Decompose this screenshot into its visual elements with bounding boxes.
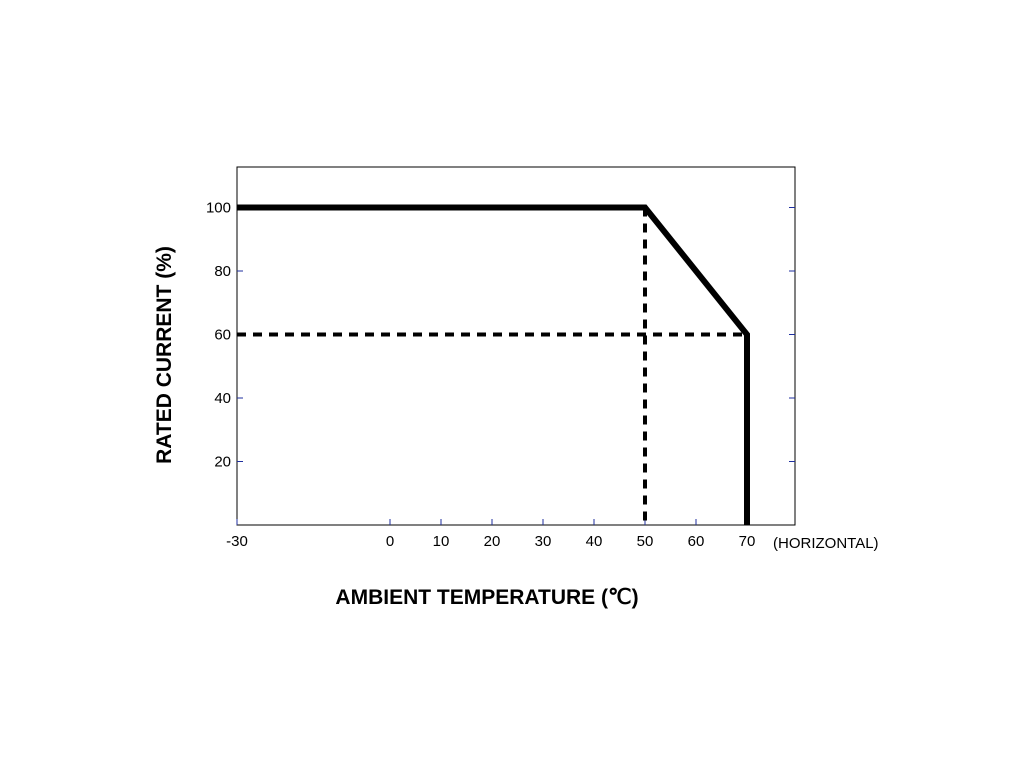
x-note-label: (HORIZONTAL) <box>773 535 879 552</box>
x-tick-label: 0 <box>386 533 394 550</box>
axis-ticks <box>236 207 795 525</box>
x-tick-label: 30 <box>535 533 552 550</box>
y-tick-label: 80 <box>214 263 231 280</box>
y-axis-title: RATED CURRENT (%) <box>153 246 176 464</box>
x-tick-label: 20 <box>484 533 501 550</box>
x-tick-label: 60 <box>688 533 705 550</box>
y-tick-label: 40 <box>214 390 231 407</box>
series-lines <box>237 204 750 525</box>
x-tick-label: 10 <box>433 533 450 550</box>
y-tick-labels: 20 40 60 80 100 <box>206 200 231 471</box>
x-tick-label: -30 <box>226 533 248 550</box>
plot-frame <box>236 166 796 526</box>
reference-lines <box>237 207 747 525</box>
x-tick-label: 50 <box>637 533 654 550</box>
y-tick-label: 100 <box>206 200 231 217</box>
derating-curve <box>237 204 750 525</box>
y-tick-label: 60 <box>214 327 231 344</box>
x-tick-label: 40 <box>586 533 603 550</box>
x-tick-labels: -30 0 10 20 30 40 50 60 70 <box>226 533 755 550</box>
y-tick-label: 20 <box>214 454 231 471</box>
x-axis-title: AMBIENT TEMPERATURE (℃) <box>335 586 638 609</box>
x-tick-label: 70 <box>739 533 756 550</box>
